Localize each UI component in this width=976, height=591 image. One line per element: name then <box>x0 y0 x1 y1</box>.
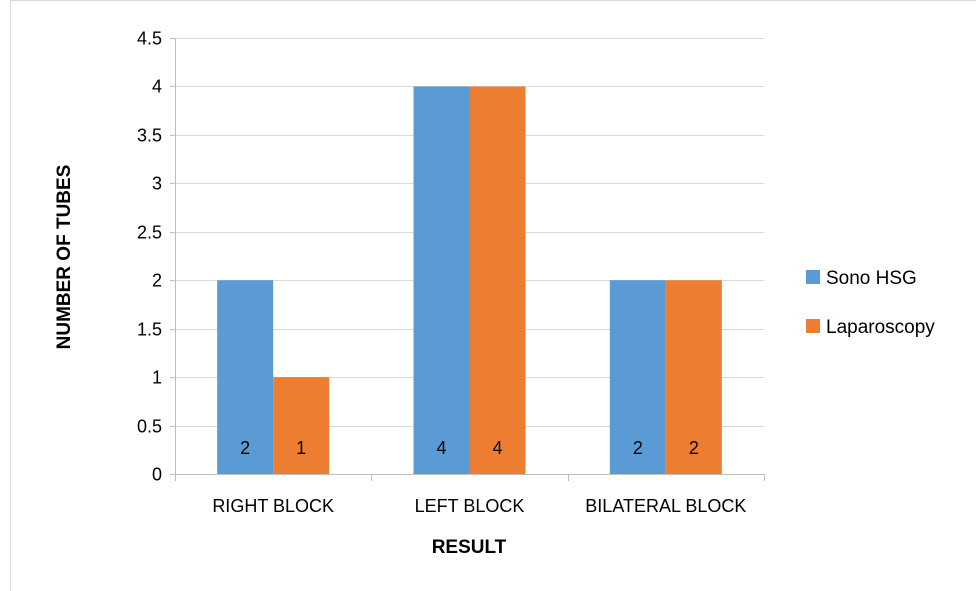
bar <box>469 86 526 474</box>
bar <box>217 280 274 474</box>
y-tick-label: 4.5 <box>137 29 162 49</box>
y-tick-label: 4 <box>152 77 162 97</box>
x-tick-label: LEFT BLOCK <box>415 496 525 516</box>
y-tick-label: 2 <box>152 271 162 291</box>
legend-swatch <box>806 319 820 333</box>
y-tick-label: 3.5 <box>137 126 162 146</box>
bar-data-label: 4 <box>436 438 446 458</box>
y-tick-label: 2.5 <box>137 223 162 243</box>
axes <box>170 38 765 481</box>
legend-label: Sono HSG <box>826 268 917 289</box>
y-tick-label: 0 <box>152 465 162 485</box>
bar <box>665 280 722 474</box>
tick-labels: 0 0.5 1 1.5 2 2.5 3 3.5 4 4.5 RIGHT BLOCK LEFT BLOC… <box>137 29 746 517</box>
x-axis-title: RESULT <box>432 537 507 558</box>
x-tick-label: BILATERAL BLOCK <box>585 496 746 516</box>
bar-data-label: 2 <box>633 438 643 458</box>
y-tick-label: 1 <box>152 368 162 388</box>
bar <box>273 377 330 474</box>
bar-data-label: 2 <box>240 438 250 458</box>
legend-label: Laparoscopy <box>826 317 935 338</box>
bar-data-label: 1 <box>296 438 306 458</box>
x-tick-label: RIGHT BLOCK <box>212 496 334 516</box>
y-axis-title: NUMBER OF TUBES <box>54 165 75 350</box>
y-tick-label: 0.5 <box>137 417 162 437</box>
y-tick-label: 3 <box>152 174 162 194</box>
bars: 2 1 4 4 2 2 <box>217 86 722 474</box>
y-tick-label: 1.5 <box>137 320 162 340</box>
bar-data-label: 2 <box>689 438 699 458</box>
bar <box>413 86 470 474</box>
legend: Sono HSG Laparoscopy <box>806 268 935 338</box>
bar <box>609 280 666 474</box>
legend-swatch <box>806 270 820 284</box>
bar-data-label: 4 <box>492 438 502 458</box>
